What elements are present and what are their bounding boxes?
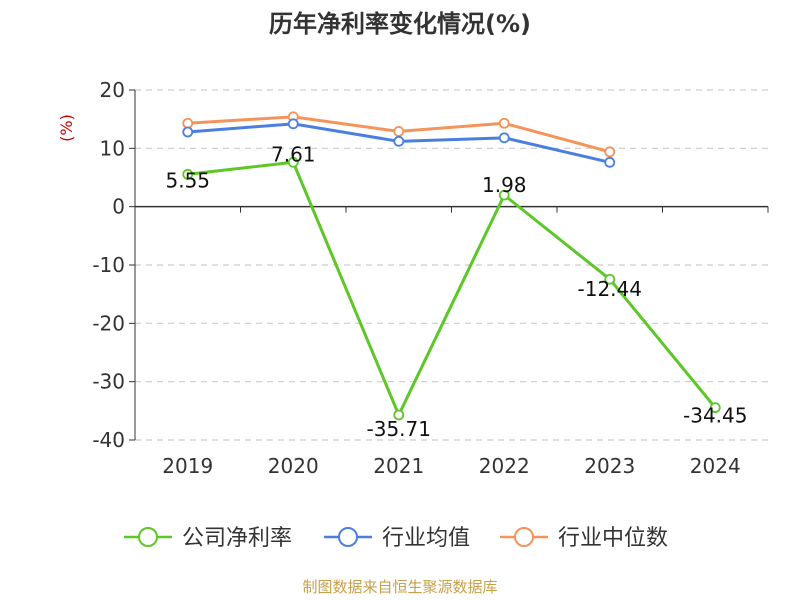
series-line-0 <box>187 160 717 417</box>
data-point[interactable] <box>604 156 616 168</box>
legend-label[interactable]: 行业中位数 <box>558 526 668 551</box>
data-labels: 5.55 7.61 -35.71 1.98 -12.44 -34.45 <box>165 142 747 441</box>
x-tick-label: 2024 <box>690 454 741 478</box>
series-group <box>182 111 721 421</box>
data-point[interactable] <box>287 118 299 130</box>
data-point[interactable] <box>393 409 405 421</box>
data-point[interactable] <box>182 117 194 129</box>
legend-marker <box>138 527 158 547</box>
data-point[interactable] <box>604 146 616 158</box>
y-tick-label: -40 <box>92 428 125 452</box>
x-tick-label: 2022 <box>479 454 530 478</box>
data-point[interactable] <box>498 132 510 144</box>
x-tick-label: 2020 <box>268 454 319 478</box>
legend-marker <box>338 527 358 547</box>
data-point[interactable] <box>709 402 721 414</box>
y-tick-label: 20 <box>100 78 125 102</box>
x-tick-label: 2023 <box>584 454 635 478</box>
y-tick-label: -30 <box>92 370 125 394</box>
legend-label[interactable]: 行业均值 <box>382 526 470 551</box>
axes: 20 10 0 -10 -20 -30 -40 2019 2020 2021 2022 2023 202… <box>92 78 769 478</box>
y-tick-label: 10 <box>100 136 125 160</box>
data-label: -34.45 <box>683 404 747 428</box>
data-label: 7.61 <box>271 142 316 166</box>
y-tick-label: -10 <box>92 253 125 277</box>
data-label: 5.55 <box>165 168 210 192</box>
x-tick-label: 2019 <box>162 454 213 478</box>
data-point[interactable] <box>498 189 510 201</box>
legend-label[interactable]: 公司净利率 <box>182 526 292 551</box>
y-tick-label: -20 <box>92 311 125 335</box>
data-label: -35.71 <box>367 417 431 441</box>
chart-title: 历年净利率变化情况(%) <box>269 10 531 38</box>
y-axis-label: (%) <box>57 114 76 142</box>
legend-marker <box>514 527 534 547</box>
x-tick-label: 2021 <box>373 454 424 478</box>
legend[interactable]: 公司净利率 行业均值 行业中位数 <box>124 526 668 551</box>
data-label: 1.98 <box>482 173 527 197</box>
data-point[interactable] <box>393 126 405 137</box>
data-point[interactable] <box>182 126 194 138</box>
source-note: 制图数据来自恒生聚源数据库 <box>302 578 497 596</box>
y-tick-label: 0 <box>112 195 125 219</box>
data-point[interactable] <box>393 135 405 147</box>
grid-lines <box>135 89 768 441</box>
data-point[interactable] <box>182 168 194 180</box>
data-point[interactable] <box>287 156 299 168</box>
data-point[interactable] <box>498 117 510 129</box>
data-label: -12.44 <box>578 277 642 301</box>
data-point[interactable] <box>604 273 616 285</box>
